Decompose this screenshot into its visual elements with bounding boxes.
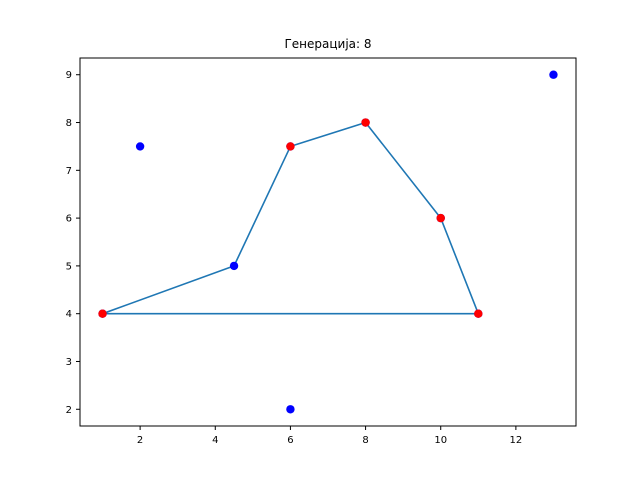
x-tick-label: 6 [287, 435, 293, 446]
data-point [286, 405, 295, 414]
y-tick-label: 9 [66, 70, 72, 81]
x-tick-label: 8 [362, 435, 368, 446]
axis-ticks: 2 4 6 8 10 12 2 3 4 5 6 7 8 9 [66, 70, 523, 446]
y-tick-label: 6 [66, 214, 72, 225]
y-tick-label: 8 [66, 118, 72, 129]
data-point [229, 261, 239, 271]
points-layer [98, 70, 558, 414]
y-tick-label: 2 [66, 405, 72, 416]
plot-frame [79, 57, 577, 427]
x-tick-label: 12 [510, 435, 523, 446]
highlighted-point [286, 142, 295, 151]
highlighted-point [474, 309, 483, 318]
x-tick-label: 2 [137, 435, 143, 446]
y-tick-label: 7 [66, 166, 72, 177]
data-point [135, 142, 145, 151]
highlighted-point [361, 118, 370, 127]
y-tick-label: 4 [66, 309, 72, 320]
y-tick-label: 5 [66, 261, 72, 272]
data-point [549, 70, 558, 79]
x-tick-label: 4 [212, 435, 218, 446]
x-tick-label: 10 [434, 435, 447, 446]
y-tick-label: 3 [66, 357, 72, 368]
chart-title: Генерација: 8 [284, 37, 371, 51]
highlighted-point [98, 309, 107, 318]
highlighted-point [436, 213, 445, 223]
